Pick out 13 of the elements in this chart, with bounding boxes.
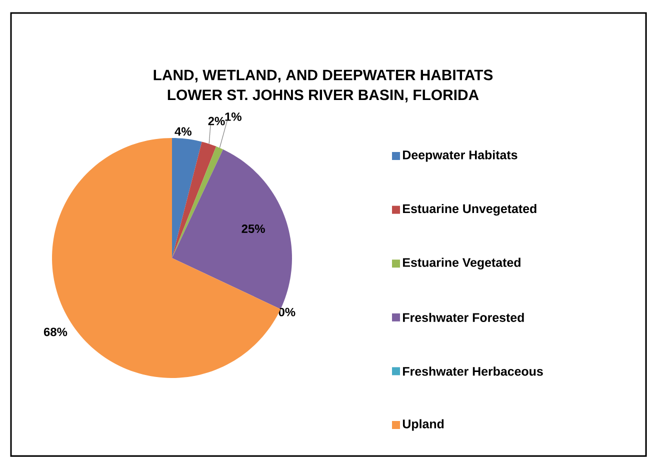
chart-title: LAND, WETLAND, AND DEEPWATER HABITATS LOWER ST. JOHNS RIVER BASIN, FLORIDA [154, 70, 493, 102]
legend-label: Estuarine Unvegetated [403, 204, 536, 216]
data-label: 2% [208, 116, 225, 126]
legend-label: Freshwater Herbaceous [403, 366, 543, 376]
data-label: 25% [242, 224, 265, 233]
data-label: 4% [174, 127, 192, 136]
legend-label: Estuarine Vegetated [403, 258, 520, 270]
text: 0% [278, 308, 296, 316]
legend-label: Deepwater Habitats [403, 150, 518, 162]
legend-label: Upland [402, 419, 444, 431]
legend-label: Freshwater Forested [403, 312, 524, 322]
data-label: 68% [44, 328, 68, 336]
data-label: 1% [225, 112, 242, 121]
